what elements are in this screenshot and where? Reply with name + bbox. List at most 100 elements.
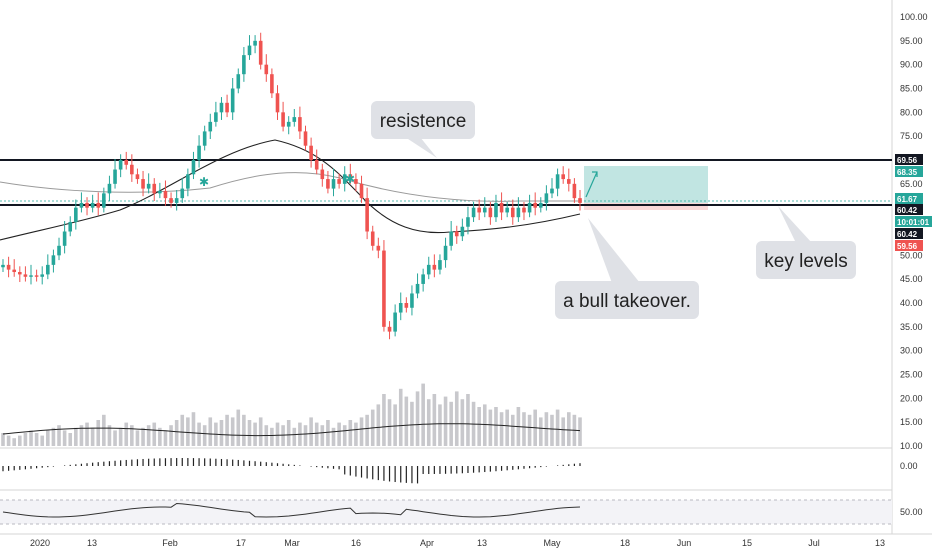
candle-body: [68, 221, 73, 232]
candle-body: [286, 121, 291, 127]
volume-bars: [1, 383, 582, 446]
rsi-axis: 50.00: [900, 507, 923, 517]
volume-bar: [180, 414, 185, 446]
volume-bar: [85, 422, 89, 446]
candle-body: [124, 160, 129, 165]
time-axis-tick: Feb: [162, 538, 178, 548]
candle-body: [555, 174, 560, 189]
volume-bar: [12, 438, 17, 446]
callout-bull-takeover[interactable]: a bull takeover.: [555, 218, 699, 319]
volume-bar: [118, 427, 123, 446]
callout-resistance[interactable]: resistence: [371, 101, 475, 158]
candle-body: [40, 274, 45, 277]
volume-bar: [68, 433, 73, 446]
volume-bar: [163, 430, 168, 446]
callout-key-levels[interactable]: key levels: [756, 206, 856, 279]
volume-bar: [314, 422, 319, 446]
price-axis-tick: 10.00: [900, 441, 923, 451]
volume-bar: [79, 425, 84, 446]
rsi-line: [2, 502, 581, 518]
candle-body: [34, 275, 39, 277]
price-axis-tick: 65.00: [900, 179, 923, 189]
volume-bar: [326, 420, 330, 446]
price-badge-bg: [895, 240, 923, 251]
candle-body: [466, 217, 470, 227]
volume-bar: [510, 414, 515, 446]
long-moving-average: [0, 172, 580, 202]
candle-body: [180, 188, 185, 199]
time-axis[interactable]: 2020 13 Feb 17 Mar 16 Apr 13 May 18 Jun 15 Jul 13: [30, 538, 885, 548]
volume-moving-average: [2, 423, 581, 437]
volume-bar: [505, 409, 509, 446]
candle-body: [477, 207, 481, 213]
short-moving-average: [0, 139, 581, 241]
volume-bar: [23, 433, 28, 446]
volume-bar: [208, 417, 213, 446]
candle-body: [471, 207, 476, 218]
candle-body: [130, 164, 134, 175]
candle-body: [219, 102, 224, 113]
volume-bar: [320, 425, 325, 446]
candle-body: [163, 190, 168, 199]
svg-text:a bull takeover.: a bull takeover.: [563, 291, 691, 312]
volume-bar: [141, 427, 145, 446]
candle-body: [225, 102, 229, 113]
volume-bar: [130, 425, 134, 446]
candle-body: [29, 275, 33, 277]
volume-bar: [387, 399, 392, 446]
volume-bar: [102, 414, 106, 446]
volume-bar: [74, 427, 78, 446]
candle-body: [432, 264, 437, 270]
candle-body: [354, 179, 358, 184]
volume-bar: [376, 404, 381, 446]
price-axis-tick: 80.00: [900, 107, 923, 117]
candle-body: [393, 312, 397, 332]
svg-text:resistence: resistence: [380, 111, 467, 132]
candle-body: [510, 207, 515, 218]
candle-body: [342, 174, 347, 184]
candle-body: [404, 303, 409, 308]
candle-body: [494, 202, 498, 218]
volume-bar: [253, 422, 257, 446]
candle-body: [438, 260, 442, 270]
time-axis-tick: Jul: [808, 538, 820, 548]
candle-body: [410, 293, 414, 308]
candle-body: [90, 202, 95, 208]
candle-body: [326, 179, 330, 189]
candle-body: [236, 74, 241, 89]
candle-body: [538, 202, 543, 208]
price-axis-tick: 95.00: [900, 36, 923, 46]
volume-bar: [438, 404, 442, 446]
candle-body: [281, 112, 285, 127]
volume-bar: [146, 425, 151, 446]
volume-bar: [443, 396, 448, 446]
price-axis-tick: 45.00: [900, 274, 923, 284]
candle-body: [197, 145, 201, 160]
volume-bar: [152, 422, 157, 446]
volume-bar: [404, 396, 409, 446]
cross-markers: ✱ ✱: [199, 172, 355, 189]
volume-bar: [460, 399, 465, 446]
volume-bar: [382, 394, 386, 446]
volume-bar: [303, 425, 308, 446]
volume-bar: [292, 427, 297, 446]
time-axis-tick: 15: [742, 538, 752, 548]
candle-body: [443, 245, 448, 261]
price-axis-tick: 75.00: [900, 131, 923, 141]
volume-bar: [337, 422, 341, 446]
price-badge-bg: [895, 216, 932, 227]
price-badge: 60.42: [897, 206, 918, 215]
price-axis-tick: 100.00: [900, 12, 928, 22]
candle-body: [18, 272, 22, 275]
target-zone: [584, 166, 708, 210]
candle-body: [169, 198, 173, 203]
candle-body: [141, 179, 145, 189]
candle-body: [6, 264, 11, 270]
candle-body: [270, 74, 274, 94]
candle-body: [62, 231, 67, 246]
candle-body: [85, 202, 89, 208]
volume-bar: [550, 414, 554, 446]
candle-body: [264, 64, 269, 75]
volume-bar: [96, 420, 101, 446]
